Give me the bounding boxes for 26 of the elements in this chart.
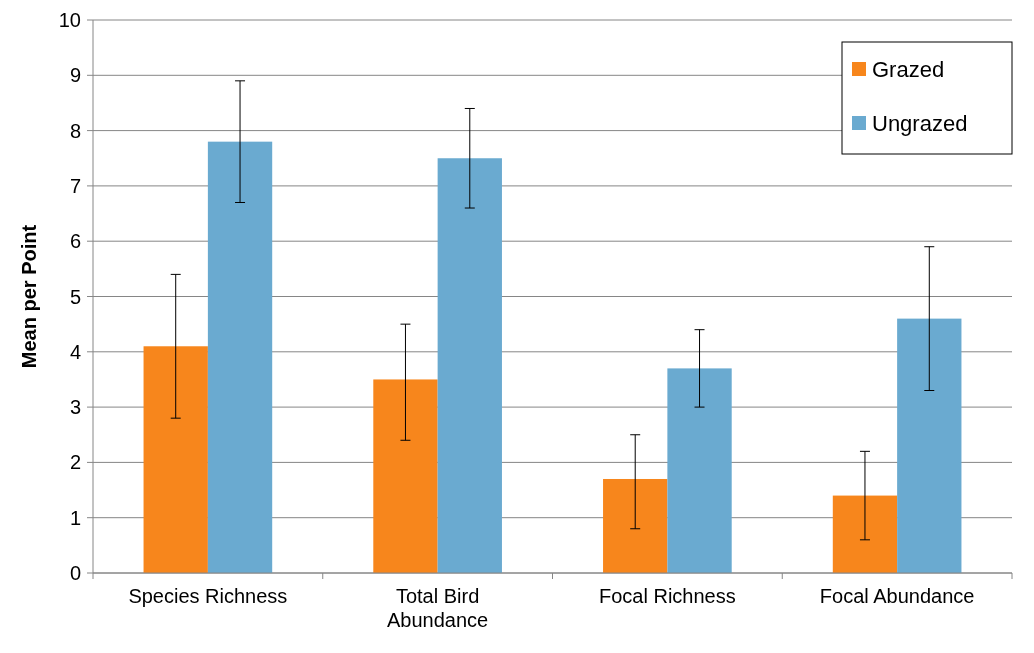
bar <box>373 379 438 573</box>
y-tick-label: 0 <box>69 562 81 584</box>
legend-label: Grazed <box>872 56 945 82</box>
y-axis-title: Mean per Point <box>18 224 40 369</box>
y-tick-label: 2 <box>69 451 81 474</box>
x-tick-label: Focal Richness <box>599 585 736 607</box>
bar <box>437 158 502 573</box>
x-tick-label: Species Richness <box>128 585 288 607</box>
y-tick-label: 1 <box>69 506 81 529</box>
bar <box>667 368 732 573</box>
y-tick-label: 6 <box>69 230 81 253</box>
bar <box>897 318 962 573</box>
legend-label: Ungrazed <box>872 110 968 136</box>
bar <box>832 495 898 573</box>
y-tick-label: 3 <box>69 396 81 419</box>
x-tick-label: Focal Abundance <box>819 585 975 607</box>
y-tick-label: 7 <box>69 174 81 197</box>
bar <box>143 346 208 573</box>
bar <box>603 478 668 573</box>
y-tick-label: 8 <box>69 119 81 142</box>
y-tick-label: 9 <box>69 64 81 87</box>
bar <box>207 141 273 573</box>
y-tick-label: 10 <box>58 9 81 31</box>
y-tick-label: 4 <box>69 340 81 363</box>
y-tick-label: 5 <box>69 285 81 308</box>
x-tick-label: Total Bird Abundance <box>387 585 489 631</box>
